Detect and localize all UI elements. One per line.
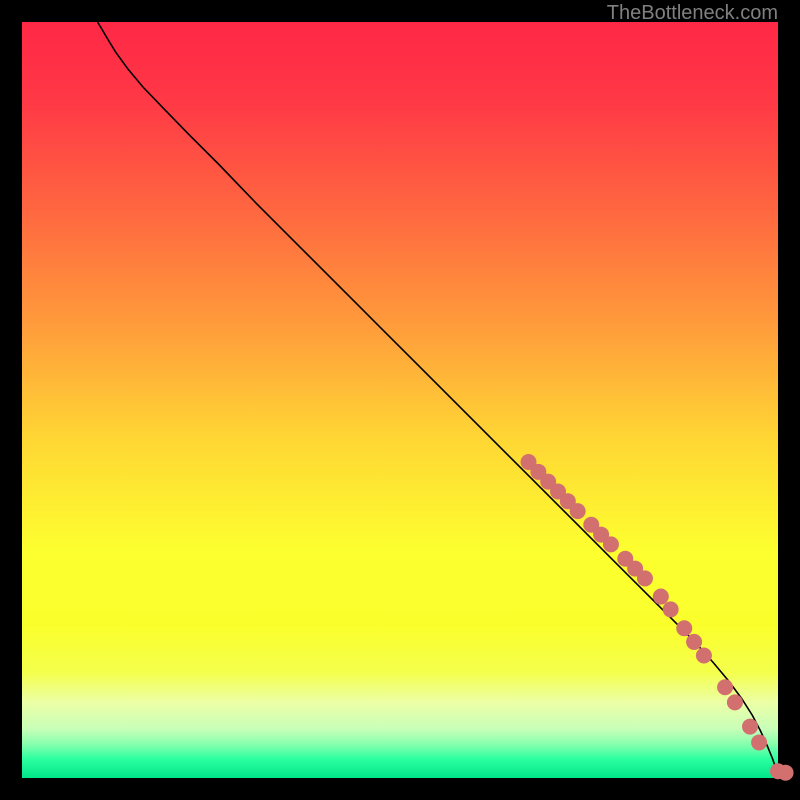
data-marker [653, 589, 669, 605]
data-marker [603, 536, 619, 552]
curve-line [98, 22, 778, 778]
data-marker [686, 634, 702, 650]
attribution-text: TheBottleneck.com [607, 2, 778, 25]
data-marker [637, 570, 653, 586]
data-marker [751, 734, 767, 750]
data-marker [663, 601, 679, 617]
data-marker [717, 679, 733, 695]
chart-overlay [0, 0, 800, 800]
data-marker [676, 620, 692, 636]
data-marker [727, 694, 743, 710]
data-marker [742, 719, 758, 735]
data-marker [570, 503, 586, 519]
data-marker [778, 765, 794, 781]
marker-group [521, 454, 794, 781]
data-marker [696, 648, 712, 664]
